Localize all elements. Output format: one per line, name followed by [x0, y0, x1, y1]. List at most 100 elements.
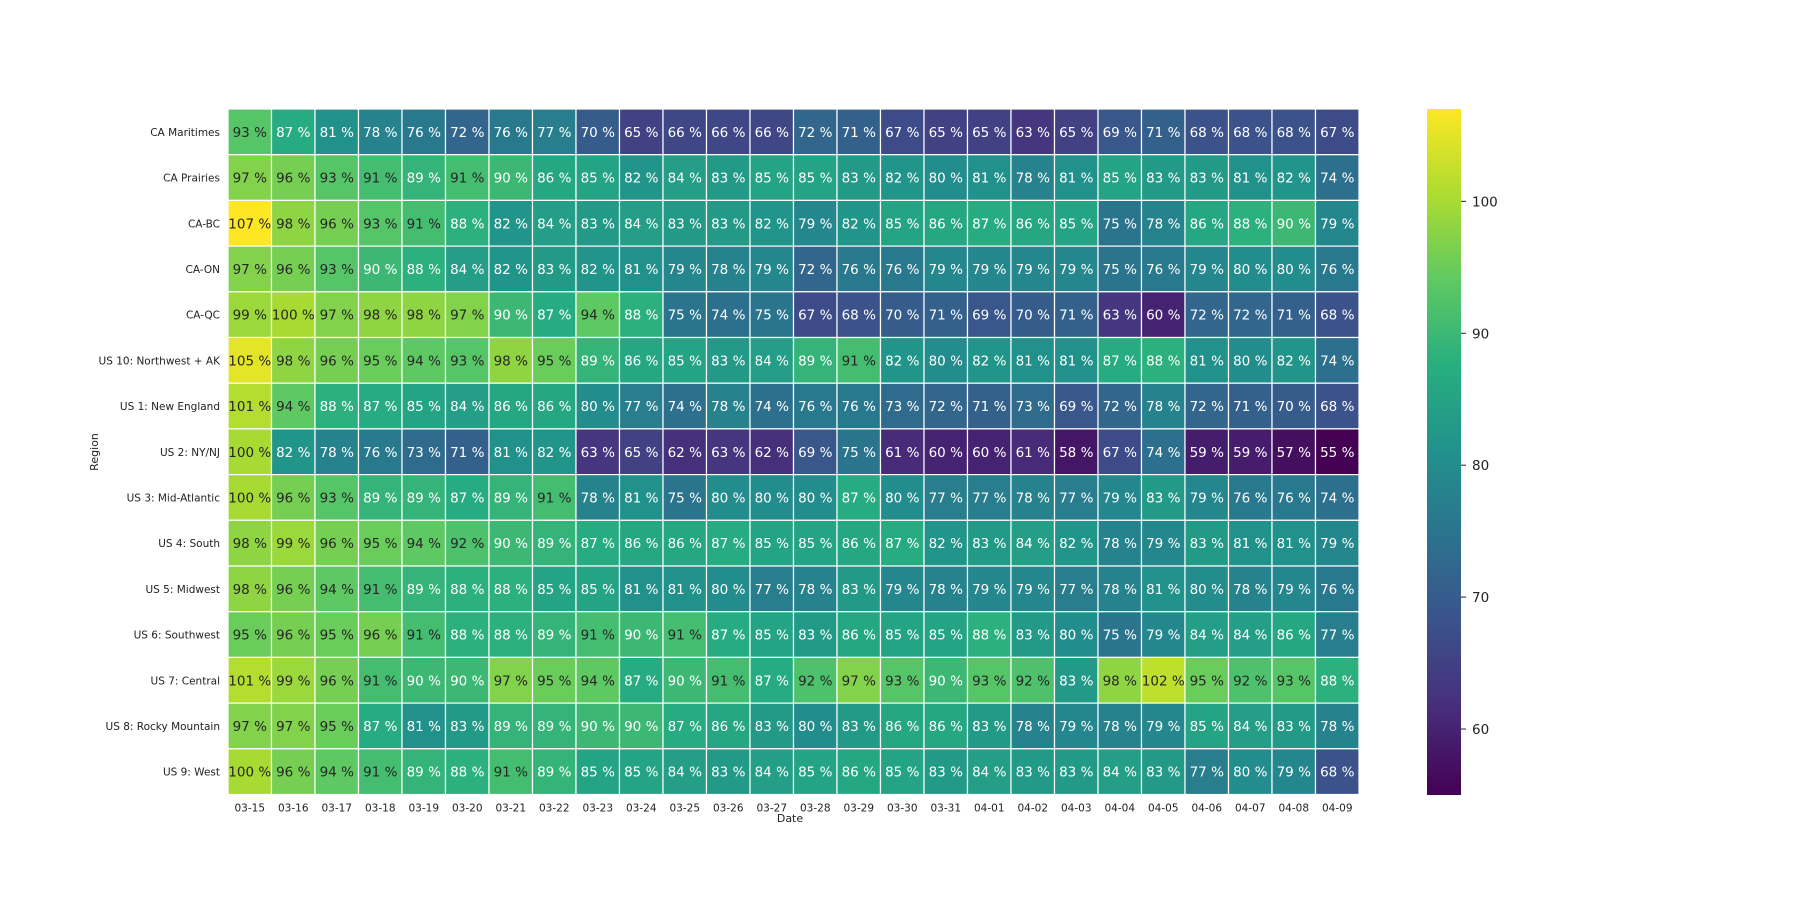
cell-value-label: 78 % — [1146, 216, 1180, 232]
heatmap-cell — [923, 656, 969, 704]
heatmap-cell — [1314, 474, 1360, 521]
cell-value-label: 71 % — [972, 399, 1006, 415]
cell-value-label: 84 % — [755, 765, 789, 781]
cell-value-label: 84 % — [668, 765, 702, 781]
cell-value-label: 88 % — [972, 628, 1006, 644]
cell-value-label: 76 % — [407, 125, 441, 141]
cell-value-label: 85 % — [885, 765, 919, 781]
cell-value-label: 89 % — [581, 353, 615, 369]
heatmap-cell — [662, 428, 708, 476]
cell-value-label: 100 % — [228, 445, 271, 461]
cell-value-label: 87 % — [972, 216, 1006, 232]
cell-value-label: 88 % — [1320, 673, 1354, 689]
x-tick-label: 04-09 — [1322, 803, 1353, 815]
heatmap-cell — [1271, 199, 1317, 247]
cell-value-label: 88 % — [1146, 353, 1180, 369]
cell-value-label: 76 % — [363, 445, 397, 461]
heatmap-cell — [575, 702, 621, 750]
heatmap-cell — [401, 382, 447, 430]
heatmap-cell-labels: 93 % 87 % 81 % 78 % 76 % 72 % 76 % 77 % 70 % 65 %… — [228, 125, 1354, 781]
heatmap-cell — [923, 108, 969, 156]
cell-value-label: 77 % — [1059, 582, 1093, 598]
cell-value-label: 78 % — [1103, 719, 1137, 735]
heatmap-cell — [1314, 611, 1360, 659]
heatmap-cell — [836, 519, 882, 567]
heatmap-cell — [1227, 154, 1273, 201]
heatmap-cell — [1271, 702, 1317, 750]
heatmap-cell — [792, 656, 838, 704]
cell-value-label: 79 % — [798, 216, 832, 232]
cell-value-label: 62 % — [755, 445, 789, 461]
cell-value-label: 85 % — [798, 765, 832, 781]
cell-value-label: 86 % — [842, 628, 876, 644]
x-tick-label: 04-04 — [1104, 803, 1135, 815]
heatmap-cell — [1010, 291, 1056, 339]
x-tick-label: 03-18 — [365, 803, 396, 815]
heatmap-cell — [1271, 428, 1317, 476]
cell-value-label: 93 % — [450, 353, 484, 369]
y-tick-label: CA Maritimes — [150, 127, 220, 139]
heatmap-cell — [879, 519, 925, 567]
heatmap-cell — [749, 428, 795, 476]
heatmap-cell — [314, 519, 360, 567]
heatmap-cell — [923, 291, 969, 339]
heatmap-cell — [270, 199, 316, 247]
heatmap-cell — [618, 154, 664, 201]
heatmap-cell — [618, 474, 664, 521]
cell-value-label: 60 % — [972, 445, 1006, 461]
heatmap-cell — [1184, 702, 1230, 750]
cell-value-label: 83 % — [1146, 765, 1180, 781]
cell-value-label: 73 % — [885, 399, 919, 415]
heatmap-cell — [1271, 565, 1317, 613]
heatmap-cell — [618, 656, 664, 704]
heatmap-cell — [1227, 656, 1273, 704]
heatmap-cell — [662, 656, 708, 704]
heatmap-cell — [836, 199, 882, 247]
cell-value-label: 95 % — [363, 353, 397, 369]
cell-value-label: 78 % — [1103, 582, 1137, 598]
heatmap-cell — [966, 336, 1012, 384]
cell-value-label: 85 % — [1190, 719, 1224, 735]
cell-value-label: 85 % — [581, 765, 615, 781]
cell-value-label: 97 % — [233, 262, 267, 278]
heatmap-cell — [1227, 565, 1273, 613]
x-tick-label: 03-25 — [669, 803, 700, 815]
heatmap-cell — [923, 519, 969, 567]
cell-value-label: 78 % — [1016, 171, 1050, 187]
heatmap-cell — [662, 702, 708, 750]
cell-value-label: 86 % — [929, 719, 963, 735]
cell-value-label: 78 % — [320, 445, 354, 461]
cell-value-label: 78 % — [711, 399, 745, 415]
cell-value-label: 85 % — [755, 536, 789, 552]
cell-value-label: 83 % — [711, 171, 745, 187]
x-tick-label: 03-28 — [800, 803, 831, 815]
heatmap-cell — [749, 611, 795, 659]
cell-value-label: 90 % — [668, 673, 702, 689]
cell-value-label: 90 % — [494, 308, 528, 324]
cell-value-label: 91 % — [842, 353, 876, 369]
heatmap-cell — [401, 748, 447, 796]
cell-value-label: 79 % — [1103, 490, 1137, 506]
cell-value-label: 89 % — [494, 719, 528, 735]
x-tick-label: 03-16 — [278, 803, 309, 815]
cell-value-label: 93 % — [233, 125, 267, 141]
heatmap-cell — [705, 108, 751, 156]
cell-value-label: 83 % — [972, 536, 1006, 552]
cell-value-label: 81 % — [1277, 536, 1311, 552]
cell-value-label: 80 % — [1277, 262, 1311, 278]
cell-value-label: 98 % — [233, 582, 267, 598]
heatmap-cell — [1053, 382, 1099, 430]
heatmap-cell — [1227, 611, 1273, 659]
cell-value-label: 89 % — [407, 171, 441, 187]
cell-value-label: 91 % — [363, 673, 397, 689]
cell-value-label: 93 % — [1277, 673, 1311, 689]
heatmap-cell — [879, 108, 925, 156]
cell-value-label: 89 % — [537, 628, 571, 644]
heatmap-cell — [923, 611, 969, 659]
heatmap-cell — [879, 748, 925, 796]
cell-value-label: 65 % — [972, 125, 1006, 141]
cell-value-label: 90 % — [363, 262, 397, 278]
cell-value-label: 83 % — [711, 353, 745, 369]
cell-value-label: 89 % — [537, 765, 571, 781]
cell-value-label: 90 % — [450, 673, 484, 689]
